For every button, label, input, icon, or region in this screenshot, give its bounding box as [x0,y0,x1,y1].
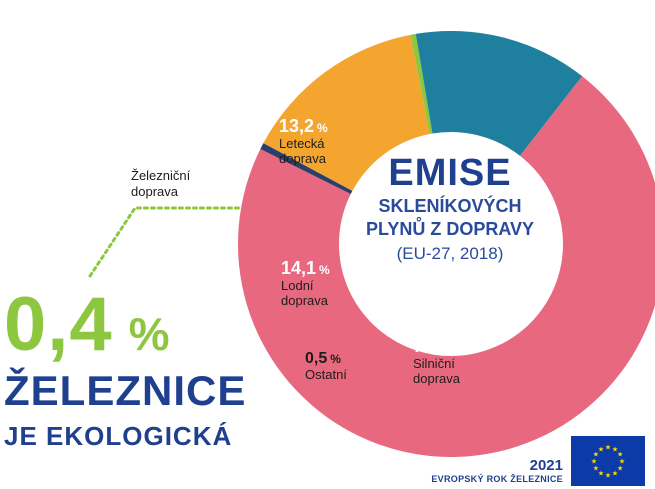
donut-slice-rail [410,33,433,135]
rail-share-value: 0,4 [4,282,113,367]
slice-name-road-2: doprava [413,371,460,386]
slice-unit-other: % [330,352,341,366]
chart-subtitle-note: (EU-27, 2018) [396,244,504,263]
eu-flag-star-icon: ★ [605,444,611,452]
eu-flag-star-icon: ★ [612,445,618,453]
slice-name-air-1: Letecká [279,136,325,151]
headline-line-2: JE EKOLOGICKÁ [4,421,233,451]
donut-slice-air [415,31,583,156]
slice-label-air: 13,2% Letecká doprava [279,116,328,166]
slice-value-air: 13,2 [279,116,315,136]
rail-share-unit: % [128,308,171,360]
slice-unit-road: % [451,341,462,355]
donut-slice-road [238,76,655,457]
slice-name-road-1: Silniční [413,356,455,371]
eu-flag-star-icon: ★ [591,458,597,466]
eu-flag-star-icon: ★ [617,451,623,459]
slice-label-rail: Železniční doprava [131,168,190,200]
chart-title: EMISE [388,152,512,194]
slice-name-rail-2: doprava [131,184,178,199]
slice-value-other: 0,5 [305,350,328,367]
slice-label-road: 71,8% Silniční doprava [413,336,462,386]
eu-flag-star-icon: ★ [617,465,623,473]
eu-flag-star-icon: ★ [598,470,604,478]
eu-flag-star-icon: ★ [593,465,599,473]
slice-name-other: Ostatní [305,367,347,382]
slice-name-water-2: doprava [281,293,328,308]
footer-label: EVROPSKÝ ROK ŽELEZNICE [431,474,563,484]
eu-flag-star-icon: ★ [619,458,625,466]
slice-name-water-1: Lodní [281,278,314,293]
chart-subtitle-line-1: SKLENÍKOVÝCH [378,196,522,216]
slice-label-water: 14,1% Lodní doprava [281,258,330,308]
slice-label-other: 0,5% Ostatní [305,350,347,383]
eu-flag-star-icon: ★ [605,472,611,480]
eu-flag-star-icon: ★ [598,445,604,453]
headline-line-1: ŽELEZNICE [4,367,247,414]
chart-subtitle-line-2: PLYNŮ Z DOPRAVY [365,219,535,239]
rail-share-headline: 0,4% [4,281,171,368]
rail-leader-line [88,206,241,278]
footer-year: 2021 [529,457,563,474]
eu-flag-star-icon: ★ [593,451,599,459]
slice-name-air-2: doprava [279,151,326,166]
slice-name-rail-1: Železniční [131,168,191,183]
eu-flag-icon: ★ ★★★★★★★★★★★ [571,436,645,486]
slice-value-water: 14,1 [281,258,317,278]
eu-flag-background [571,436,645,486]
slice-unit-water: % [319,263,330,277]
donut-slice-water [263,34,430,191]
eu-flag-star-icon: ★ [612,470,618,478]
donut-slice-other [260,143,353,195]
slice-value-road: 71,8 [413,336,449,356]
slice-unit-air: % [317,121,328,135]
